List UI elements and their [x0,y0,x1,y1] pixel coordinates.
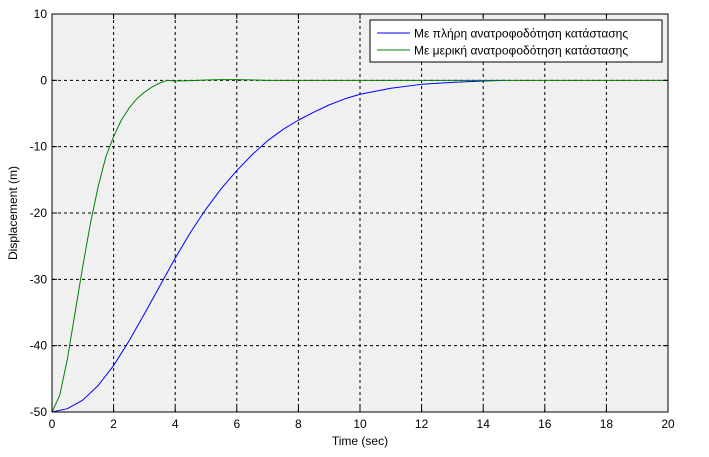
legend: Με πλήρη ανατροφοδότηση κατάστασης Με με… [369,19,663,63]
y-axis-label: Displacement (m) [6,166,20,260]
y-tick-label: -30 [30,272,48,286]
x-tick-label: 20 [661,417,675,431]
legend-entry-series-1: Με πλήρη ανατροφοδότηση κατάστασης [414,27,628,41]
x-tick-label: 12 [415,417,429,431]
x-tick-label: 10 [353,417,367,431]
y-tick-label: -20 [30,206,48,220]
x-tick-label: 4 [172,417,179,431]
x-tick-label: 2 [110,417,117,431]
x-axis-label: Time (sec) [332,434,388,448]
x-tick-label: 18 [600,417,614,431]
legend-box [369,19,663,63]
y-tick-label: -50 [30,405,48,419]
x-tick-label: 14 [477,417,491,431]
x-tick-label: 16 [538,417,552,431]
x-tick-label: 0 [49,417,56,431]
x-tick-label: 8 [295,417,302,431]
series-line-2 [51,79,668,413]
series-line-1 [51,79,505,413]
legend-entry-series-2: Με μερική ανατροφοδότηση κατάστασης [414,44,628,58]
y-tick-label: -10 [30,140,48,154]
x-tick-label: 6 [233,417,240,431]
y-tick-label: 0 [40,73,47,87]
y-tick-label: 10 [34,7,48,21]
y-tick-label: -40 [30,339,48,353]
